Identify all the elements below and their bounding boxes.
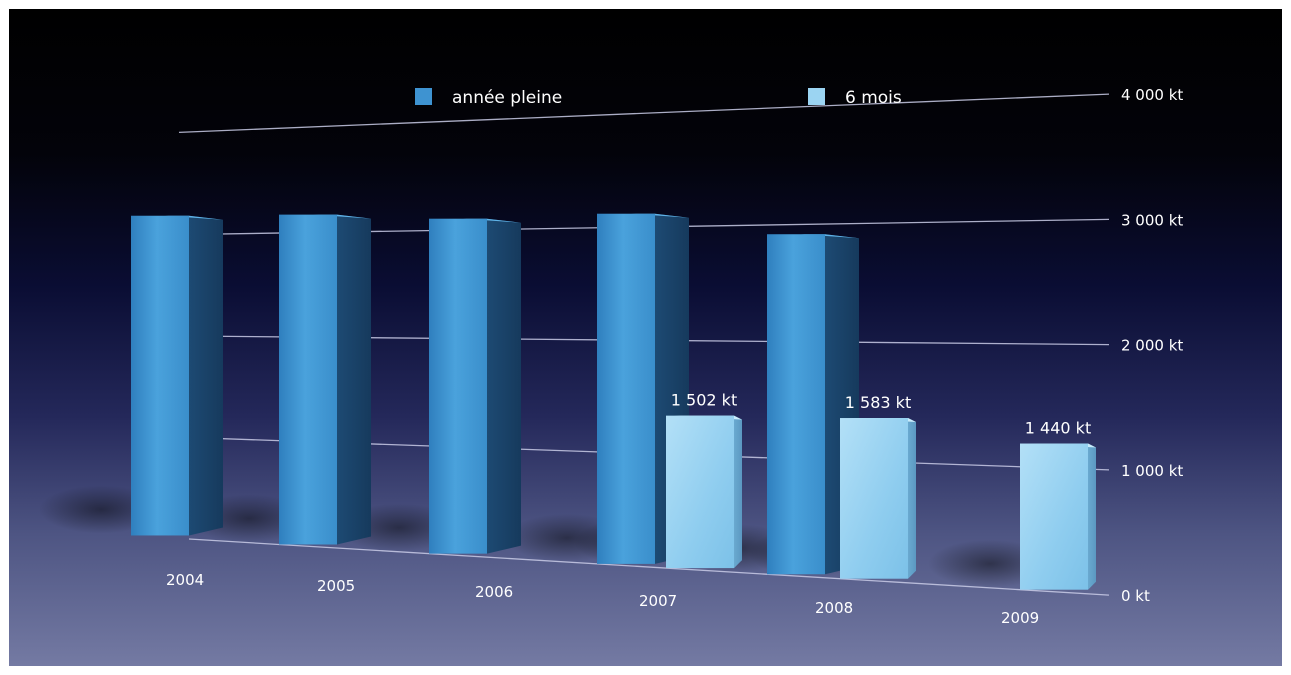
bar-front-face [666, 415, 734, 569]
bar-side-face [734, 415, 742, 569]
gridline [178, 93, 1110, 134]
bar-annee-pleine [279, 214, 371, 545]
legend-swatch [808, 88, 825, 105]
chart-frame: 0 kt 1 000 kt 2 000 kt 3 000 kt 4 000 kt 2004… [9, 9, 1282, 666]
bar-annee-pleine [597, 213, 689, 564]
bar-value-label: 1 583 kt [845, 393, 911, 412]
bar-side-face [908, 418, 916, 579]
legend-label: année pleine [452, 88, 562, 108]
x-tick-label: 2008 [815, 599, 853, 617]
chart-canvas: 0 kt 1 000 kt 2 000 kt 3 000 kt 4 000 kt 2004… [39, 86, 1183, 627]
legend-swatch [415, 88, 432, 105]
x-tick-label: 2006 [475, 583, 513, 601]
x-tick-label: 2009 [1001, 609, 1039, 627]
bar-front-face [279, 214, 337, 545]
bar-side-face [1088, 443, 1096, 590]
bar-annee-pleine [429, 218, 521, 554]
y-tick-label: 3 000 kt [1121, 211, 1183, 229]
bar-front-face [131, 215, 189, 536]
bar-side-face [189, 215, 223, 536]
bar-6-mois [840, 418, 916, 579]
bar-front-face [597, 213, 655, 564]
x-tick-label: 2005 [317, 577, 355, 595]
gridline [188, 538, 1110, 596]
bar-side-face [337, 214, 371, 545]
bar-front-face [840, 418, 908, 579]
legend-item: 6 mois [808, 88, 902, 108]
legend-label: 6 mois [845, 88, 902, 108]
bar-value-label: 1 502 kt [671, 391, 737, 410]
bar-annee-pleine [131, 215, 223, 536]
y-tick-label: 0 kt [1121, 587, 1150, 605]
y-tick-label: 2 000 kt [1121, 337, 1183, 355]
y-tick-label: 4 000 kt [1121, 86, 1183, 104]
bar-front-face [1020, 443, 1088, 590]
bar-6-mois [1020, 443, 1096, 590]
bar-side-face [487, 218, 521, 554]
x-tick-label: 2007 [639, 592, 677, 610]
y-tick-label: 1 000 kt [1121, 462, 1183, 480]
bar-6-mois [666, 415, 742, 569]
bar-value-label: 1 440 kt [1025, 419, 1091, 438]
bar-front-face [767, 234, 825, 575]
bar-front-face [429, 218, 487, 554]
legend-item: année pleine [415, 88, 562, 108]
x-tick-label: 2004 [166, 571, 204, 589]
